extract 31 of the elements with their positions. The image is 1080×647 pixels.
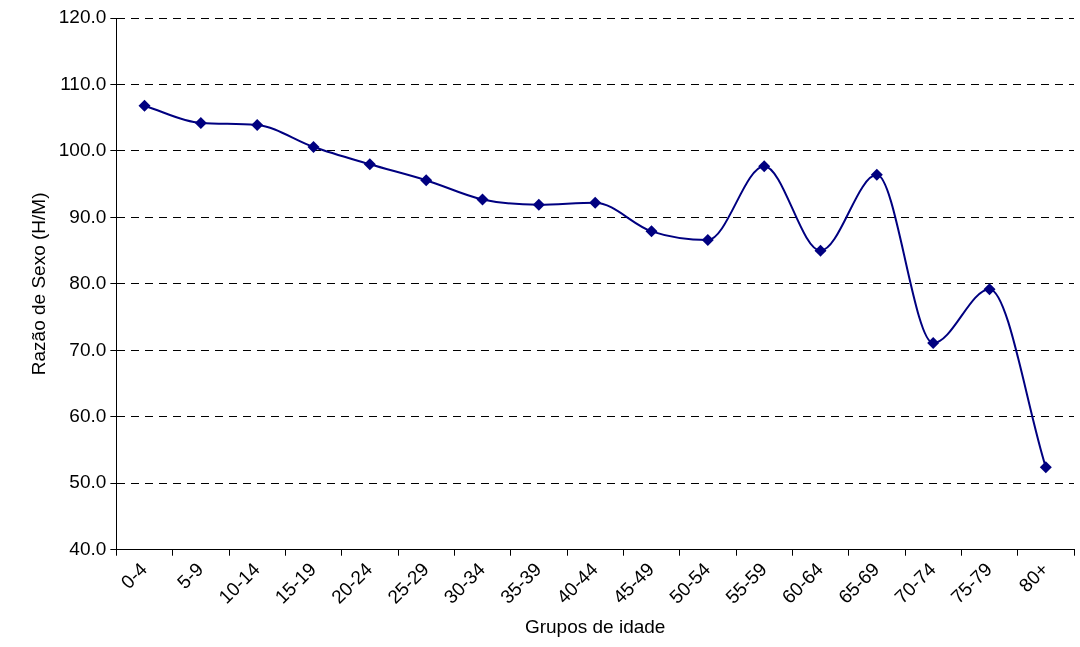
point (307, 140, 320, 153)
y-tick-label: 40.0 (69, 537, 107, 559)
y-tick-label: 60.0 (69, 405, 107, 427)
point (138, 99, 151, 112)
point (589, 196, 602, 209)
point (645, 225, 658, 238)
point (420, 174, 433, 187)
point (701, 233, 714, 246)
y-tick-label: 110.0 (60, 72, 107, 94)
x-tick-label: 80+ (1014, 558, 1053, 597)
point (251, 119, 264, 132)
y-axis-title: Razão de Sexo (H/M) (27, 192, 49, 376)
point (927, 337, 940, 350)
y-tick-label: 80.0 (69, 272, 107, 294)
point (870, 168, 883, 181)
point (532, 198, 545, 211)
y-tick-label: 70.0 (69, 338, 107, 360)
point (363, 158, 376, 171)
point (758, 160, 771, 173)
x-tick-label: 0-4 (116, 558, 152, 593)
y-tick-label: 120.0 (58, 6, 107, 28)
y-tick-label: 50.0 (69, 471, 107, 493)
point (194, 117, 207, 130)
y-tick-label: 90.0 (69, 205, 107, 227)
point (476, 193, 489, 206)
point (983, 283, 996, 296)
x-tick-label: 5-9 (173, 558, 208, 593)
y-tick-label: 100.0 (58, 139, 107, 161)
point (1039, 461, 1052, 474)
x-axis-title: Grupos de idade (524, 615, 666, 637)
point (814, 244, 827, 257)
